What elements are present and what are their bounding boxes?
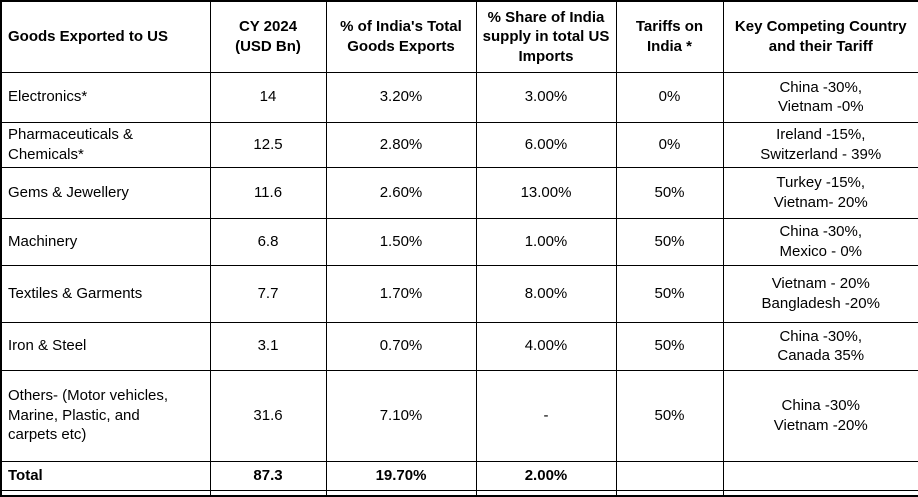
cell-goods: Electronics*: [0, 71, 211, 123]
cell-tariffs-india: 50%: [615, 264, 724, 323]
cropped-partial-row: [0, 489, 918, 497]
cell-cy2024: 3.1: [209, 321, 327, 371]
column-header-pct-total-exports: % of India's Total Goods Exports: [325, 0, 477, 73]
cell-empty: [722, 489, 918, 497]
cell-empty: [209, 489, 327, 497]
header-row: Goods Exported to US CY 2024 (USD Bn) % …: [0, 0, 918, 73]
total-row: Total 87.3 19.70% 2.00%: [0, 460, 918, 491]
cell-share-us-imports: 1.00%: [475, 217, 617, 266]
table-row-iron-steel: Iron & Steel 3.1 0.70% 4.00% 50% China -…: [0, 321, 918, 371]
cell-share-us-imports: 13.00%: [475, 166, 617, 219]
column-header-competing-country: Key Competing Country and their Tariff: [722, 0, 918, 73]
table-row-pharmaceuticals: Pharmaceuticals & Chemicals* 12.5 2.80% …: [0, 121, 918, 168]
cell-pct-total-exports: 2.60%: [325, 166, 477, 219]
column-header-goods: Goods Exported to US: [0, 0, 211, 73]
cell-cy2024: 12.5: [209, 121, 327, 168]
cell-total-cy2024: 87.3: [209, 460, 327, 491]
table-row-electronics: Electronics* 14 3.20% 3.00% 0% China -30…: [0, 71, 918, 123]
cell-total-label: Total: [0, 460, 211, 491]
cell-tariffs-india: 50%: [615, 321, 724, 371]
cell-cy2024: 7.7: [209, 264, 327, 323]
cell-empty: [0, 489, 211, 497]
cell-pct-total-exports: 0.70%: [325, 321, 477, 371]
cell-cy2024: 11.6: [209, 166, 327, 219]
cell-share-us-imports: 8.00%: [475, 264, 617, 323]
cell-tariffs-india: 50%: [615, 217, 724, 266]
cell-pct-total-exports: 2.80%: [325, 121, 477, 168]
cell-total-share-us-imports: 2.00%: [475, 460, 617, 491]
cell-tariffs-india: 0%: [615, 71, 724, 123]
cell-total-competing-country: [722, 460, 918, 491]
cell-competing-country: China -30%, Vietnam -0%: [722, 71, 918, 123]
cell-competing-country: Turkey -15%, Vietnam- 20%: [722, 166, 918, 219]
cell-empty: [325, 489, 477, 497]
cell-share-us-imports: 3.00%: [475, 71, 617, 123]
table-row-others: Others- (Motor vehicles, Marine, Plastic…: [0, 369, 918, 462]
cell-goods: Machinery: [0, 217, 211, 266]
cell-cy2024: 14: [209, 71, 327, 123]
cell-tariffs-india: 50%: [615, 369, 724, 462]
cell-pct-total-exports: 1.50%: [325, 217, 477, 266]
cell-competing-country: Vietnam - 20% Bangladesh -20%: [722, 264, 918, 323]
cell-goods: Iron & Steel: [0, 321, 211, 371]
cell-empty: [615, 489, 724, 497]
table-row-gems-jewellery: Gems & Jewellery 11.6 2.60% 13.00% 50% T…: [0, 166, 918, 219]
cell-cy2024: 6.8: [209, 217, 327, 266]
cell-competing-country: China -30% Vietnam -20%: [722, 369, 918, 462]
cell-empty: [475, 489, 617, 497]
cell-tariffs-india: 0%: [615, 121, 724, 168]
table-row-machinery: Machinery 6.8 1.50% 1.00% 50% China -30%…: [0, 217, 918, 266]
cell-competing-country: Ireland -15%, Switzerland - 39%: [722, 121, 918, 168]
table-row-textiles: Textiles & Garments 7.7 1.70% 8.00% 50% …: [0, 264, 918, 323]
cell-share-us-imports: 4.00%: [475, 321, 617, 371]
cell-pct-total-exports: 7.10%: [325, 369, 477, 462]
cell-competing-country: China -30%, Canada 35%: [722, 321, 918, 371]
cell-competing-country: China -30%, Mexico - 0%: [722, 217, 918, 266]
column-header-tariffs-india: Tariffs on India *: [615, 0, 724, 73]
cell-total-pct-total-exports: 19.70%: [325, 460, 477, 491]
cell-pct-total-exports: 1.70%: [325, 264, 477, 323]
cell-tariffs-india: 50%: [615, 166, 724, 219]
cell-total-tariffs-india: [615, 460, 724, 491]
column-header-cy2024: CY 2024 (USD Bn): [209, 0, 327, 73]
cell-pct-total-exports: 3.20%: [325, 71, 477, 123]
cell-share-us-imports: 6.00%: [475, 121, 617, 168]
column-header-share-us-imports: % Share of India supply in total US Impo…: [475, 0, 617, 73]
cell-cy2024: 31.6: [209, 369, 327, 462]
cell-goods: Gems & Jewellery: [0, 166, 211, 219]
cell-goods: Textiles & Garments: [0, 264, 211, 323]
cell-share-us-imports: -: [475, 369, 617, 462]
cell-goods: Pharmaceuticals & Chemicals*: [0, 121, 211, 168]
cell-goods: Others- (Motor vehicles, Marine, Plastic…: [0, 369, 211, 462]
